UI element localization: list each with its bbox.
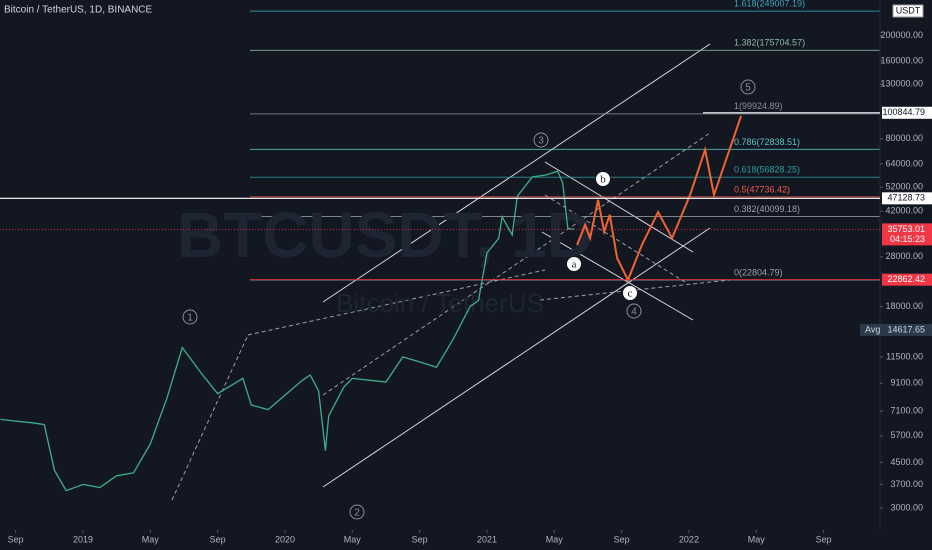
- time-axis: [0, 530, 932, 550]
- fib-label: 0.618(56828.25): [734, 165, 800, 175]
- subwave-circle: [566, 256, 582, 272]
- y-tick-label: 52000.00: [885, 182, 923, 192]
- price-tag-label: 22862.42: [887, 274, 925, 284]
- drawings: [171, 43, 731, 501]
- fib-label: 0.5(47736.42): [734, 184, 790, 194]
- y-tick-label: 130000.00: [880, 79, 923, 89]
- subwave-circle: [595, 171, 611, 187]
- fib-label: 0.786(72838.51): [734, 137, 800, 147]
- countdown: 04:15:23: [890, 234, 925, 244]
- avg-value: 14617.65: [887, 324, 925, 334]
- wave-label: 5: [745, 83, 751, 94]
- y-tick-label: 7100.00: [890, 406, 923, 416]
- price-tag: [882, 223, 932, 246]
- price-tag: [882, 192, 932, 205]
- wave-circle: [349, 504, 365, 520]
- channel-line: [322, 43, 711, 303]
- y-tick-label: 80000.00: [885, 133, 923, 143]
- wave-label: 3: [538, 136, 544, 147]
- wave-dash: [247, 269, 546, 336]
- y-tick-label: 64000.00: [885, 158, 923, 168]
- subwave-label: c: [628, 288, 633, 300]
- subwave-label: b: [600, 174, 606, 186]
- abc-channel: [541, 231, 694, 321]
- price-line: [0, 170, 575, 492]
- y-tick-label: 3000.00: [890, 502, 923, 512]
- x-tick-label: May: [142, 534, 160, 544]
- wave-dash: [171, 334, 249, 501]
- wave-label: 4: [631, 307, 637, 318]
- avg-prefix: Avg: [865, 324, 880, 334]
- y-tick-label: 160000.00: [880, 55, 923, 65]
- y-tick-label: 4500.00: [890, 457, 923, 467]
- fib-label: 1(99924.89): [734, 101, 783, 111]
- y-tick-label: 3700.00: [890, 479, 923, 489]
- x-tick-label: 2022: [679, 534, 699, 544]
- fib-label: 0.382(40099.18): [734, 204, 800, 214]
- price-tag: [882, 273, 932, 286]
- avg-tag: [860, 323, 932, 336]
- wave-label: 1: [187, 313, 193, 324]
- wave-label: 2: [354, 508, 360, 519]
- channel-line: [322, 227, 711, 488]
- watermark-sub: Bitcoin / TetherUS: [336, 288, 544, 318]
- x-tick-label: 2019: [73, 534, 93, 544]
- subwave-label: a: [572, 259, 577, 271]
- price-tag-label: 47128.73: [887, 193, 925, 203]
- x-tick-label: May: [748, 534, 766, 544]
- x-tick-label: 2021: [477, 534, 497, 544]
- price-tag-label: 100844.79: [882, 107, 925, 117]
- y-tick-label: 11500.00: [886, 351, 923, 361]
- y-tick-label: 42000.00: [885, 206, 923, 216]
- y-tick-label: 28000.00: [885, 251, 923, 261]
- fib-label: 1.618(249007.19): [734, 0, 805, 9]
- fib-label: 1.382(175704.57): [734, 38, 805, 48]
- x-tick-label: May: [546, 534, 564, 544]
- currency: USDT: [896, 5, 921, 15]
- wave-circle: [626, 303, 642, 319]
- fib-label: 0(22804.79): [734, 267, 783, 277]
- wave-dash: [539, 279, 731, 301]
- x-tick-label: Sep: [412, 534, 428, 544]
- wave-circle: [740, 79, 756, 95]
- x-tick-label: 2020: [275, 534, 295, 544]
- x-tick-label: Sep: [210, 534, 226, 544]
- currency-tag: [892, 4, 924, 18]
- wave-circle: [533, 132, 549, 148]
- price-tag: [882, 106, 932, 119]
- y-tick-label: 9100.00: [890, 378, 923, 388]
- wave-circle: [182, 309, 198, 325]
- subwave-circle: [622, 285, 638, 301]
- x-tick-label: Sep: [8, 534, 24, 544]
- x-tick-label: May: [344, 534, 362, 544]
- x-tick-label: Sep: [816, 534, 832, 544]
- y-tick-label: 5700.00: [890, 430, 923, 440]
- chart-title: Bitcoin / TetherUS, 1D, BINANCE: [4, 5, 153, 16]
- channel-dash: [322, 132, 711, 396]
- price-tag-label: 35753.01: [887, 224, 925, 234]
- y-tick-label: 200000.00: [880, 30, 923, 40]
- y-tick-label: 18000.00: [885, 301, 923, 311]
- watermark: BTCUSDT, 1D: [177, 199, 593, 271]
- x-tick-label: Sep: [614, 534, 630, 544]
